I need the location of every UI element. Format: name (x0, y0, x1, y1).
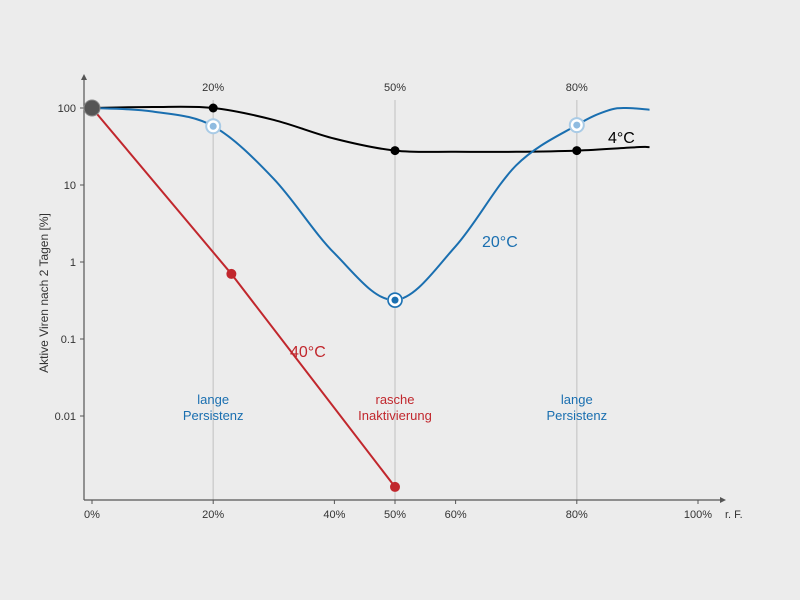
y-tick-label: 0.1 (61, 334, 76, 346)
x-tick-label: 50% (384, 509, 406, 521)
zone-label-line: lange (197, 392, 229, 407)
point-core-20C (573, 121, 581, 129)
x-tick-label: 0% (84, 509, 100, 521)
point-marker-4C (572, 146, 582, 156)
x-tick-label: 60% (445, 509, 467, 521)
point-marker-40C (226, 268, 237, 279)
series-labels: 4°C 20°C 40°C (290, 130, 635, 361)
series-line-4C (91, 105, 650, 153)
y-tick-label: 0.01 (55, 411, 76, 423)
point-core-20C (209, 122, 217, 130)
zone-labels: langePersistenzrascheInaktivierunglangeP… (183, 392, 607, 423)
x-tick-label: 80% (566, 509, 588, 521)
zone-label-line: Persistenz (546, 408, 607, 423)
tick-labels: 100 10 1 0.1 0.01 0% 20% 40% 50% 60% 80% 100% r. F. 2… (37, 82, 743, 521)
y-tick-label: 1 (70, 257, 76, 269)
x-axis-arrow (720, 497, 726, 503)
x-tick-label: 20% (202, 509, 224, 521)
axes (80, 74, 726, 504)
start-point-marker (83, 99, 101, 117)
y-axis-arrow (81, 74, 87, 80)
y-tick-label: 10 (64, 180, 76, 192)
point-marker-40C (390, 481, 400, 492)
zone-label-line: Inaktivierung (358, 408, 432, 423)
zone-label-line: rasche (375, 392, 414, 407)
top-tick-label: 80% (566, 82, 588, 94)
series-label-4C: 4°C (608, 130, 635, 147)
series-line-40C (91, 107, 396, 488)
point-marker-4C (390, 146, 400, 156)
series-line-20C (91, 106, 650, 302)
series-markers (83, 99, 585, 492)
zone-label-line: Persistenz (183, 408, 244, 423)
x-tick-label: 40% (323, 509, 345, 521)
x-tick-label: 100% (684, 509, 712, 521)
series-label-20C: 20°C (482, 234, 518, 251)
x-axis-label: r. F. (725, 509, 743, 521)
series-lines (91, 105, 650, 488)
zone-label-line: lange (561, 392, 593, 407)
top-tick-label: 50% (384, 82, 406, 94)
top-tick-label: 20% (202, 82, 224, 94)
y-axis-label: Aktive Viren nach 2 Tagen [%] (37, 213, 51, 373)
point-marker-4C (208, 103, 218, 113)
series-label-40C: 40°C (290, 344, 326, 361)
point-ring-20C (387, 292, 403, 308)
y-tick-label: 100 (58, 103, 76, 115)
point-core-20C (391, 296, 399, 304)
